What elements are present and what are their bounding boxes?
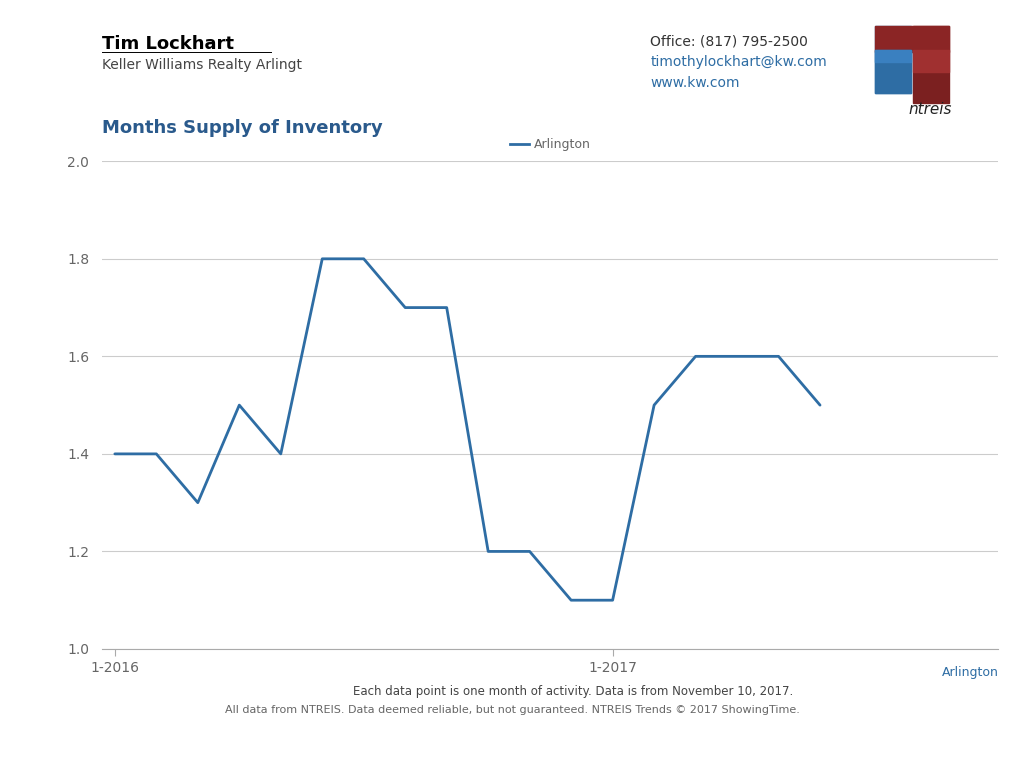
- Text: ntreis: ntreis: [908, 102, 951, 117]
- Text: timothylockhart@kw.com: timothylockhart@kw.com: [650, 55, 827, 69]
- Legend: Arlington: Arlington: [505, 134, 596, 157]
- Bar: [874, 26, 910, 93]
- Text: Each data point is one month of activity. Data is from November 10, 2017.: Each data point is one month of activity…: [353, 685, 794, 698]
- Text: All data from NTREIS. Data deemed reliable, but not guaranteed. NTREIS Trends © : All data from NTREIS. Data deemed reliab…: [224, 705, 800, 715]
- Text: Tim Lockhart: Tim Lockhart: [102, 35, 234, 52]
- Text: www.kw.com: www.kw.com: [650, 76, 739, 90]
- Bar: [913, 50, 949, 72]
- Bar: [874, 50, 910, 93]
- Bar: [874, 26, 949, 51]
- Text: Office: (817) 795-2500: Office: (817) 795-2500: [650, 35, 808, 48]
- Text: Months Supply of Inventory: Months Supply of Inventory: [102, 119, 383, 137]
- Bar: [913, 25, 949, 104]
- Text: Keller Williams Realty Arlingt: Keller Williams Realty Arlingt: [102, 58, 302, 71]
- Text: Arlington: Arlington: [941, 666, 998, 679]
- Bar: [874, 50, 910, 62]
